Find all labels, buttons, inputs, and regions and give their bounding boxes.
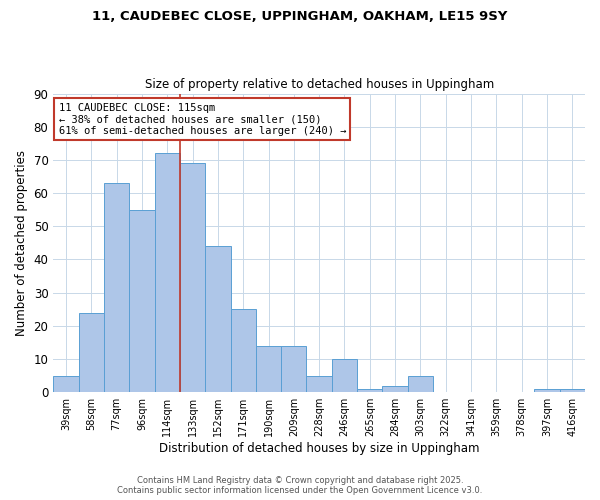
Bar bbox=[535, 389, 560, 392]
Bar bbox=[408, 376, 433, 392]
Text: 11, CAUDEBEC CLOSE, UPPINGHAM, OAKHAM, LE15 9SY: 11, CAUDEBEC CLOSE, UPPINGHAM, OAKHAM, L… bbox=[92, 10, 508, 23]
Bar bbox=[382, 386, 408, 392]
Bar bbox=[53, 376, 79, 392]
Bar bbox=[256, 346, 281, 392]
Bar bbox=[560, 389, 585, 392]
Bar bbox=[332, 359, 357, 392]
X-axis label: Distribution of detached houses by size in Uppingham: Distribution of detached houses by size … bbox=[159, 442, 479, 455]
Text: Contains HM Land Registry data © Crown copyright and database right 2025.
Contai: Contains HM Land Registry data © Crown c… bbox=[118, 476, 482, 495]
Bar bbox=[205, 246, 230, 392]
Title: Size of property relative to detached houses in Uppingham: Size of property relative to detached ho… bbox=[145, 78, 494, 91]
Bar bbox=[155, 154, 180, 392]
Bar bbox=[79, 312, 104, 392]
Bar bbox=[307, 376, 332, 392]
Bar bbox=[281, 346, 307, 392]
Bar bbox=[180, 163, 205, 392]
Bar bbox=[104, 183, 129, 392]
Text: 11 CAUDEBEC CLOSE: 115sqm
← 38% of detached houses are smaller (150)
61% of semi: 11 CAUDEBEC CLOSE: 115sqm ← 38% of detac… bbox=[59, 102, 346, 136]
Bar bbox=[129, 210, 155, 392]
Bar bbox=[230, 309, 256, 392]
Y-axis label: Number of detached properties: Number of detached properties bbox=[15, 150, 28, 336]
Bar bbox=[357, 389, 382, 392]
